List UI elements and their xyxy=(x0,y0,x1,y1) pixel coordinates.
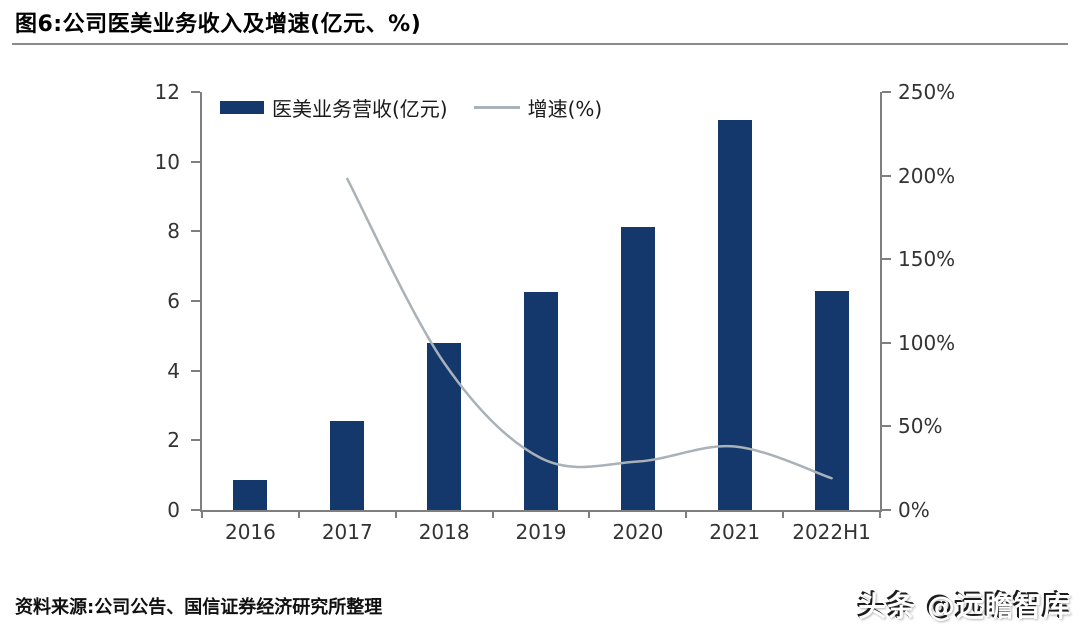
y-left-tick xyxy=(191,300,200,302)
title-divider xyxy=(12,43,1068,45)
growth-line xyxy=(346,177,833,480)
x-tick-label-2020: 2020 xyxy=(612,520,664,544)
x-axis-tick xyxy=(685,510,688,518)
growth-line-path xyxy=(346,177,833,480)
y-right-tick xyxy=(882,341,891,344)
y-left-tick-label: 0 xyxy=(167,498,180,522)
y-right-tick xyxy=(882,258,891,261)
x-axis-tick xyxy=(588,510,591,518)
y-right-tick xyxy=(882,174,891,177)
y-left-tick xyxy=(191,160,200,163)
x-axis-tick xyxy=(297,510,300,518)
x-axis-tick xyxy=(879,510,881,518)
y-left-tick xyxy=(191,509,200,511)
legend-item-growth: 增速(%) xyxy=(473,93,603,122)
y-right-tick xyxy=(882,425,891,428)
y-left-tick xyxy=(191,230,200,233)
y-right-tick xyxy=(882,509,891,511)
bar-2018 xyxy=(427,342,462,510)
y-right-tick-label: 250% xyxy=(898,80,956,104)
x-axis-tick xyxy=(394,510,397,518)
bar-2016 xyxy=(233,480,268,510)
bar-2017 xyxy=(330,421,365,510)
y-left-tick xyxy=(191,91,200,93)
y-left-tick-label: 6 xyxy=(167,289,180,313)
y-left-tick-label: 4 xyxy=(167,358,180,383)
y-right-tick-label: 50% xyxy=(898,414,943,439)
source-note: 资料来源:公司公告、国信证券经济研究所整理 xyxy=(15,597,383,618)
y-left-tick-label: 8 xyxy=(167,219,180,244)
y-left-tick-label: 12 xyxy=(154,80,180,104)
y-right-tick-label: 100% xyxy=(898,330,956,355)
x-axis-tick xyxy=(201,510,203,518)
x-axis-tick xyxy=(491,510,494,518)
y-right-tick-label: 0% xyxy=(898,498,930,522)
figure-title: 图6:公司医美业务收入及增速(亿元、%) xyxy=(15,12,422,37)
x-tick-label-2022H1: 2022H1 xyxy=(792,520,871,544)
legend-label-revenue: 医美业务营收(亿元) xyxy=(272,97,448,121)
chart-legend: 医美业务营收(亿元) 增速(%) xyxy=(220,93,602,122)
legend-item-revenue: 医美业务营收(亿元) xyxy=(220,93,448,122)
y-right-tick-label: 150% xyxy=(898,247,956,272)
x-tick-label-2018: 2018 xyxy=(418,520,470,544)
watermark: 头条 @远瞻智库 xyxy=(858,590,1072,623)
x-tick-label-2021: 2021 xyxy=(709,520,761,544)
legend-label-growth: 增速(%) xyxy=(527,97,603,121)
y-right-tick xyxy=(882,91,891,93)
plot-area: 医美业务营收(亿元) 增速(%) 2016 2017 2018 2019 2020 202… xyxy=(155,80,956,544)
bar-2019 xyxy=(524,291,558,510)
x-tick-label-2016: 2016 xyxy=(224,520,276,544)
line-series-swatch xyxy=(473,106,520,109)
bar-series-swatch xyxy=(220,101,264,114)
y-left-tick-label: 10 xyxy=(154,149,180,174)
x-tick-label-2019: 2019 xyxy=(515,520,567,544)
x-tick-label-2017: 2017 xyxy=(321,520,373,544)
y-left-tick-label: 2 xyxy=(167,428,180,453)
y-right-tick-label: 200% xyxy=(898,163,956,188)
x-axis-tick xyxy=(782,510,785,518)
y-left-tick xyxy=(191,369,200,372)
y-left-tick xyxy=(191,439,200,442)
